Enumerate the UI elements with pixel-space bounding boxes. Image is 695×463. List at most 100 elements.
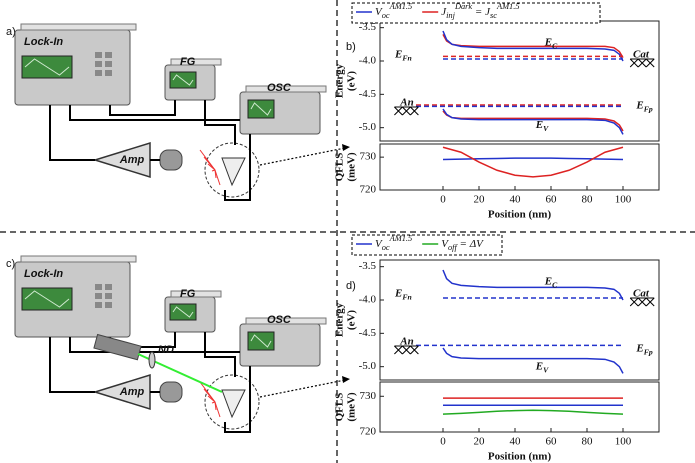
amp-label: Amp xyxy=(119,386,145,398)
light-ray xyxy=(211,401,216,404)
y-axis-label: (meV) xyxy=(346,392,358,422)
data-line xyxy=(442,157,624,161)
x-tick-label: 0 xyxy=(440,194,446,206)
lock-in-label: Lock-In xyxy=(24,268,63,280)
wave xyxy=(24,58,70,76)
arrow-head xyxy=(342,376,350,383)
x-tick-label: 60 xyxy=(546,436,558,448)
wire xyxy=(69,337,240,353)
math-label: VocAM1.5 xyxy=(375,2,412,20)
math-part: Fp xyxy=(644,348,653,357)
math-part: = ΔV xyxy=(457,238,484,250)
button xyxy=(105,52,112,58)
math-part: C xyxy=(552,281,558,290)
panel-label: b) xyxy=(346,41,356,53)
math-part: V xyxy=(441,238,449,250)
y-axis-label: Energy xyxy=(334,63,346,98)
math-part: E xyxy=(535,119,543,131)
contact-hatch xyxy=(629,58,655,68)
sample xyxy=(221,157,246,187)
wave xyxy=(172,74,194,86)
y-tick-label: -4.0 xyxy=(359,55,377,67)
plot-frame xyxy=(379,259,660,381)
contact-hatch xyxy=(394,345,419,355)
button xyxy=(105,284,112,290)
math-part: Cat xyxy=(633,287,650,299)
sample-zoom xyxy=(204,142,260,198)
math-part: E xyxy=(635,342,643,354)
x-tick-label: 40 xyxy=(510,436,522,448)
math-label: EV xyxy=(535,119,549,134)
contact-hatch xyxy=(629,297,655,307)
light-ray xyxy=(207,163,216,171)
math-part: oc xyxy=(382,11,390,20)
x-tick-label: 0 xyxy=(440,436,446,448)
y-tick-label: -5.0 xyxy=(359,360,377,372)
x-tick-label: 60 xyxy=(546,194,558,206)
osc-top xyxy=(245,317,327,325)
sample xyxy=(221,389,246,419)
nd-filter xyxy=(148,351,156,369)
math-part: Fn xyxy=(402,293,411,302)
x-tick-label: 40 xyxy=(510,194,522,206)
data-line xyxy=(442,146,624,178)
math-part: V xyxy=(375,238,383,250)
x-axis-label: Position (nm) xyxy=(488,209,552,221)
math-part: J xyxy=(441,6,447,18)
y-tick-label: -3.5 xyxy=(359,260,377,272)
laser xyxy=(93,333,142,361)
wave xyxy=(24,290,70,308)
data-line xyxy=(442,409,624,415)
math-part: Dark xyxy=(454,2,472,11)
light-ray xyxy=(214,169,221,186)
y-axis-label: (meV) xyxy=(346,152,358,182)
x-tick-label: 80 xyxy=(582,194,594,206)
math-label: An xyxy=(399,335,413,347)
math-label: EC xyxy=(544,275,558,290)
fg-top xyxy=(170,290,222,298)
button xyxy=(105,302,112,308)
button xyxy=(105,293,112,299)
wire xyxy=(204,100,236,145)
sample-zoom xyxy=(204,374,260,430)
wire xyxy=(109,100,176,116)
button xyxy=(105,70,112,76)
panel-label: d) xyxy=(346,280,356,292)
y-tick-label: -3.5 xyxy=(359,21,377,33)
math-part: oc xyxy=(382,243,390,252)
wave xyxy=(250,102,272,116)
legend-box xyxy=(351,2,601,24)
wire xyxy=(69,105,240,121)
lock-in-top xyxy=(20,23,137,31)
panel-label: a) xyxy=(6,26,16,38)
math-part: E xyxy=(635,99,643,111)
math-part: E xyxy=(544,275,552,287)
data-line xyxy=(442,110,624,132)
y-tick-label: -4.0 xyxy=(359,294,377,306)
osc-label: OSC xyxy=(267,82,292,94)
y-tick-label: 720 xyxy=(360,184,377,196)
y-tick-label: 730 xyxy=(360,390,377,402)
panel-label: c) xyxy=(6,258,15,270)
legend-box xyxy=(351,234,503,256)
fg-label: FG xyxy=(180,56,196,68)
data-line xyxy=(442,33,624,59)
x-tick-label: 80 xyxy=(582,436,594,448)
data-line xyxy=(442,108,624,135)
math-part: V xyxy=(375,6,383,18)
fg-top xyxy=(170,58,222,66)
wire xyxy=(224,134,251,201)
math-label: EFn xyxy=(394,287,412,302)
plot-frame xyxy=(379,381,660,433)
light-ray xyxy=(207,395,216,403)
detector xyxy=(159,149,183,171)
y-axis-label: QFLS xyxy=(334,393,346,422)
math-part: inj xyxy=(446,11,456,20)
math-label: Cat xyxy=(633,48,650,60)
math-part: = J xyxy=(472,6,491,18)
y-tick-label: 720 xyxy=(360,426,377,438)
math-part: AM1.5 xyxy=(496,2,520,11)
data-line xyxy=(442,30,624,62)
y-axis-label: (eV) xyxy=(346,71,358,91)
